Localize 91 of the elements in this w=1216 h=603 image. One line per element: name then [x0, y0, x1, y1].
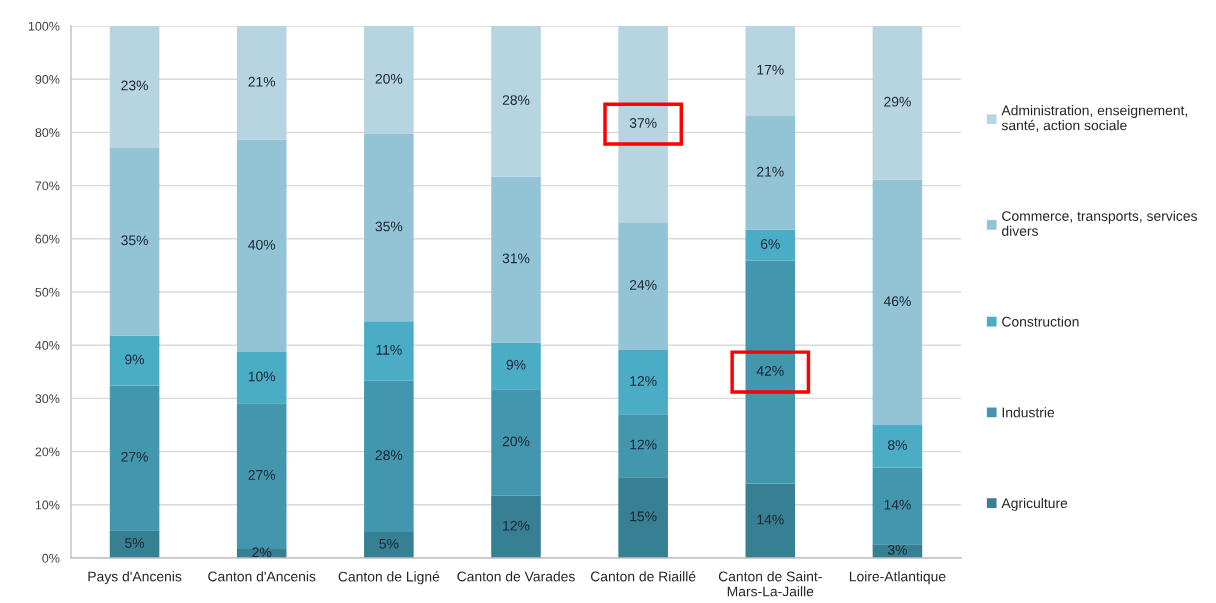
bar: [236, 26, 287, 140]
bar: [109, 147, 160, 336]
x-tick-label: Canton de Riaillé: [590, 571, 696, 582]
data-label: 14%: [884, 499, 911, 510]
bar: [618, 26, 668, 223]
data-label: 9%: [125, 354, 145, 365]
bar: [745, 26, 796, 116]
data-label: 29%: [884, 96, 911, 107]
y-tick-label: 20%: [35, 447, 60, 457]
bar: [745, 115, 796, 230]
data-label: 11%: [376, 345, 402, 355]
data-label: 21%: [757, 166, 784, 177]
legend-label: Commerce, transports, services divers: [1002, 210, 1197, 236]
y-tick-label: 40%: [35, 341, 60, 350]
data-label: 12%: [503, 520, 530, 531]
bar: [872, 179, 923, 425]
data-label: 15%: [630, 511, 657, 522]
bar: [109, 335, 160, 386]
y-tick-label: 50%: [35, 287, 60, 297]
data-label: 28%: [375, 450, 403, 461]
y-tick-label: 0%: [42, 553, 60, 563]
x-tick-label: Canton de Varades: [457, 571, 575, 582]
x-tick-label: Pays d'Ancenis: [88, 571, 182, 585]
bar: [745, 260, 796, 484]
bar: [236, 139, 287, 353]
legend-label: Industrie: [1002, 407, 1055, 418]
bar: [109, 530, 160, 558]
data-label: 10%: [248, 371, 276, 382]
bar: [109, 26, 160, 148]
data-label: 12%: [630, 376, 657, 386]
data-label: 21%: [248, 76, 276, 87]
data-label: 24%: [629, 280, 657, 290]
bar: [491, 495, 541, 558]
data-label: 20%: [502, 436, 530, 447]
data-label: 31%: [502, 253, 530, 264]
bar: [491, 389, 541, 496]
data-label: 3%: [887, 544, 907, 555]
data-label: 27%: [248, 469, 276, 480]
bar: [364, 380, 414, 532]
data-label: 2%: [252, 547, 272, 558]
bar: [491, 26, 541, 177]
bar: [872, 26, 923, 180]
y-tick-label: 60%: [35, 234, 60, 244]
data-label: 35%: [121, 235, 148, 246]
data-label: 17%: [757, 64, 784, 75]
data-label: 5%: [379, 538, 399, 549]
data-label: 12%: [630, 439, 657, 450]
y-tick-label: 80%: [35, 128, 60, 138]
bar: [618, 477, 668, 558]
bar: [618, 222, 668, 350]
x-tick-label: Canton de Ligné: [338, 571, 440, 585]
data-label: 40%: [248, 239, 276, 250]
data-label: 37%: [629, 118, 657, 128]
bar: [618, 349, 668, 415]
data-label: 8%: [887, 440, 907, 451]
bar: [364, 321, 414, 381]
bar: [745, 483, 796, 558]
bar: [109, 385, 160, 531]
data-label: 27%: [121, 451, 148, 462]
x-tick-label: Canton de Saint- Mars-La-Jaille: [718, 571, 822, 597]
bar: [364, 134, 414, 322]
data-label: 9%: [506, 359, 526, 370]
data-label: 42%: [756, 365, 784, 376]
bar: [872, 467, 923, 545]
legend-label: Administration, enseignement, santé, action sociale: [1001, 105, 1188, 132]
data-label: 23%: [121, 80, 148, 91]
legend-label: Agriculture: [1001, 497, 1068, 511]
y-tick-label: 90%: [35, 75, 60, 84]
legend-label: Construction: [1002, 316, 1079, 327]
data-label: 20%: [375, 73, 403, 84]
y-tick-label: 10%: [35, 500, 60, 510]
bar: [236, 403, 287, 549]
bar: [618, 414, 668, 478]
data-label: 5%: [125, 538, 145, 548]
bar: [872, 425, 923, 468]
bar: [364, 26, 414, 134]
x-tick-label: Loire-Atlantique: [849, 571, 946, 585]
data-label: 6%: [760, 239, 780, 249]
bar: [491, 342, 541, 390]
bar: [364, 531, 414, 558]
data-label: 28%: [502, 95, 530, 106]
y-tick-label: 70%: [35, 181, 60, 191]
bar: [745, 229, 796, 261]
x-tick-label: Canton d'Ancenis: [208, 571, 316, 582]
bar: [491, 176, 541, 343]
data-label: 46%: [883, 296, 911, 307]
y-tick-label: 100%: [28, 21, 60, 31]
y-tick-label: 30%: [35, 394, 60, 404]
data-label: 14%: [757, 514, 784, 525]
bar: [236, 352, 287, 404]
data-label: 35%: [375, 221, 403, 232]
